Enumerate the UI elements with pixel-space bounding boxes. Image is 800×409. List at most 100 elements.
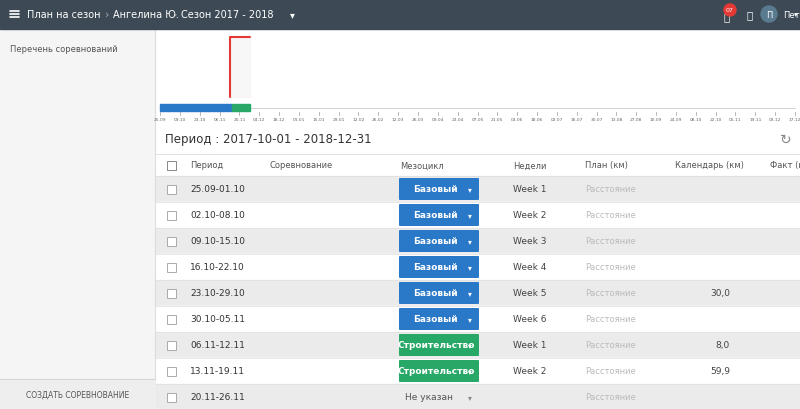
Text: План (км): План (км) <box>585 161 628 170</box>
Text: 17.12: 17.12 <box>789 118 800 122</box>
Text: Не указан: Не указан <box>405 393 453 402</box>
Text: ▾: ▾ <box>468 237 472 246</box>
Bar <box>167 185 176 194</box>
Text: Расстояние: Расстояние <box>585 393 636 402</box>
Text: 23.10-29.10: 23.10-29.10 <box>190 289 245 298</box>
Text: 🔔: 🔔 <box>724 12 730 22</box>
Text: 09.10: 09.10 <box>174 118 186 122</box>
Text: 30,0: 30,0 <box>710 289 730 298</box>
Text: Базовый: Базовый <box>414 185 458 194</box>
Text: Week 5: Week 5 <box>513 289 546 298</box>
Bar <box>230 38 250 98</box>
Text: Расстояние: Расстояние <box>585 315 636 324</box>
Text: Строительство: Строительство <box>397 341 474 350</box>
Bar <box>205 105 214 112</box>
FancyBboxPatch shape <box>399 282 479 304</box>
Text: 👥: 👥 <box>747 10 753 20</box>
Bar <box>167 315 176 324</box>
Text: 07: 07 <box>726 9 734 13</box>
Text: Базовый: Базовый <box>414 237 458 246</box>
Circle shape <box>761 7 777 23</box>
Text: 13.08: 13.08 <box>610 118 622 122</box>
FancyBboxPatch shape <box>399 334 479 356</box>
Text: 30.10-05.11: 30.10-05.11 <box>190 315 245 324</box>
Text: Week 1: Week 1 <box>513 341 546 350</box>
Text: Базовый: Базовый <box>414 211 458 220</box>
Text: 12.03: 12.03 <box>392 118 404 122</box>
Text: 8,0: 8,0 <box>716 341 730 350</box>
Text: 24.09: 24.09 <box>670 118 682 122</box>
Text: 23.10: 23.10 <box>194 118 206 122</box>
Bar <box>241 105 250 112</box>
FancyBboxPatch shape <box>399 308 479 330</box>
Text: Расстояние: Расстояние <box>585 211 636 220</box>
Bar <box>167 263 176 272</box>
Bar <box>155 306 800 332</box>
Text: 59,9: 59,9 <box>710 366 730 375</box>
Text: 09.04: 09.04 <box>432 118 444 122</box>
Bar <box>167 161 176 170</box>
Text: 03.12: 03.12 <box>769 118 782 122</box>
Text: 20.11-26.11: 20.11-26.11 <box>190 393 245 402</box>
Text: Базовый: Базовый <box>414 263 458 272</box>
Text: 04.06: 04.06 <box>511 118 523 122</box>
Bar <box>214 105 222 112</box>
Text: 08.10: 08.10 <box>690 118 702 122</box>
Text: 07.05: 07.05 <box>471 118 484 122</box>
Text: Недели: Недели <box>513 161 546 170</box>
Text: Расстояние: Расстояние <box>585 341 636 350</box>
Text: 16.10-22.10: 16.10-22.10 <box>190 263 245 272</box>
FancyBboxPatch shape <box>399 360 479 382</box>
Bar <box>155 177 800 202</box>
Bar <box>155 254 800 280</box>
Text: ›: › <box>173 10 178 20</box>
Text: Расстояние: Расстояние <box>585 366 636 375</box>
Bar <box>160 105 169 112</box>
Text: Расстояние: Расстояние <box>585 263 636 272</box>
Bar <box>155 384 800 409</box>
Text: ▾: ▾ <box>468 341 472 350</box>
Text: Расстояние: Расстояние <box>585 237 636 246</box>
FancyBboxPatch shape <box>399 179 479 200</box>
Text: 18.12: 18.12 <box>273 118 286 122</box>
Text: Расстояние: Расстояние <box>585 289 636 298</box>
Text: ▾: ▾ <box>290 10 295 20</box>
Text: 25.09-01.10: 25.09-01.10 <box>190 185 245 194</box>
Bar <box>0 379 155 409</box>
Text: Факт (км): Факт (км) <box>770 161 800 170</box>
Circle shape <box>724 5 736 17</box>
Text: 16.07: 16.07 <box>570 118 583 122</box>
Text: П: П <box>766 11 772 20</box>
Text: Week 2: Week 2 <box>513 211 546 220</box>
Text: План на сезон: План на сезон <box>27 10 101 20</box>
Bar <box>155 358 800 384</box>
Text: 06.11-12.11: 06.11-12.11 <box>190 341 245 350</box>
Text: ▾: ▾ <box>468 211 472 220</box>
Bar <box>155 229 800 254</box>
Text: Базовый: Базовый <box>414 315 458 324</box>
Bar <box>167 393 176 402</box>
Text: Период : 2017-10-01 - 2018-12-31: Период : 2017-10-01 - 2018-12-31 <box>165 133 372 146</box>
Bar <box>155 332 800 358</box>
Text: 15.01: 15.01 <box>313 118 325 122</box>
Text: 30.07: 30.07 <box>590 118 602 122</box>
Text: Week 3: Week 3 <box>513 237 546 246</box>
Text: 04.12: 04.12 <box>253 118 266 122</box>
Bar <box>167 211 176 220</box>
Text: 27.08: 27.08 <box>630 118 642 122</box>
Text: 25.09: 25.09 <box>154 118 166 122</box>
Bar <box>167 237 176 246</box>
Text: Мезоцикл: Мезоцикл <box>400 161 444 170</box>
Bar <box>155 30 800 409</box>
FancyBboxPatch shape <box>399 256 479 278</box>
Text: 20.11: 20.11 <box>233 118 246 122</box>
Bar <box>167 341 176 350</box>
Text: Базовый: Базовый <box>414 289 458 298</box>
FancyBboxPatch shape <box>399 230 479 252</box>
Text: 05.11: 05.11 <box>730 118 742 122</box>
Text: 21.05: 21.05 <box>491 118 503 122</box>
Text: 02.07: 02.07 <box>550 118 563 122</box>
Text: ▾: ▾ <box>468 185 472 194</box>
Text: ▾: ▾ <box>468 289 472 298</box>
Text: Ангелина Ю.: Ангелина Ю. <box>113 10 178 20</box>
